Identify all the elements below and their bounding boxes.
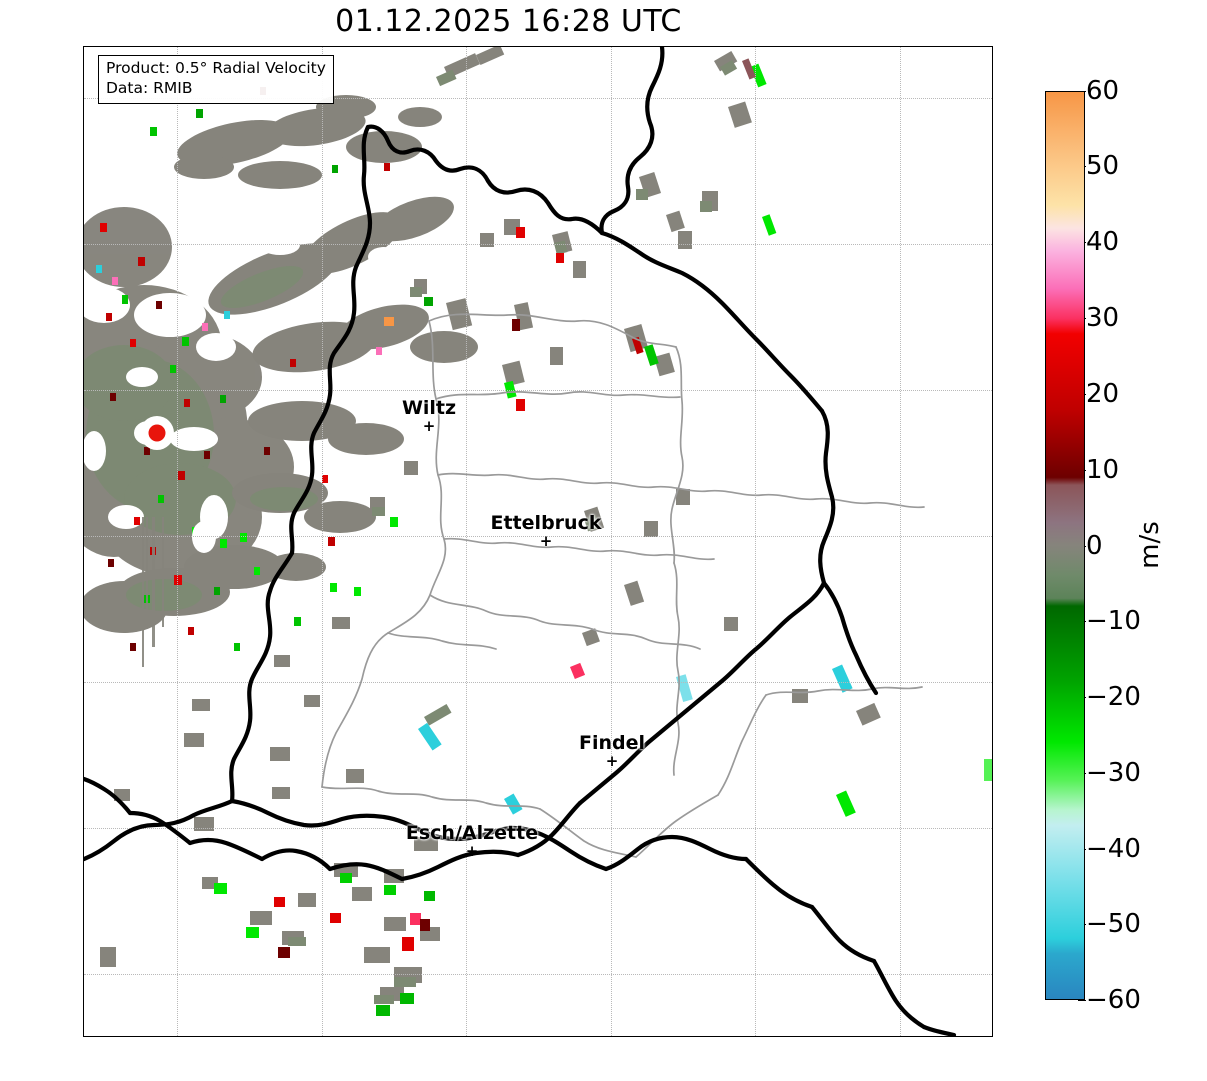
colorbar-tick-label: −50 [1078,909,1141,939]
product-line: Product: 0.5° Radial Velocity [106,59,326,77]
map-border-layer [84,47,957,1036]
map-canvas: Wiltz + Ettelbruck + Findel + Esch/Alzet… [84,47,992,1036]
colorbar-tick-label: 50 [1078,151,1119,181]
gridline-vertical [177,47,178,1036]
gridline-vertical [466,47,467,1036]
city-label-findel: Findel + [578,732,646,770]
gridline-horizontal [84,244,992,245]
city-name: Wiltz [401,397,457,419]
gridline-horizontal [84,98,992,99]
x-tick-mark [900,1036,901,1037]
x-tick-mark [611,1036,612,1037]
x-tick-mark [322,1036,323,1037]
city-marker: + [422,417,436,435]
gridline-vertical [900,47,901,1036]
y-tick-mark [83,682,84,683]
city-label-esch-alzette: Esch/Alzette + [405,822,539,860]
gridline-vertical [755,47,756,1036]
colorbar-tick-label: 40 [1078,227,1119,257]
x-tick-mark [755,1036,756,1037]
colorbar-tick-label: −10 [1078,606,1141,636]
y-tick-mark [83,974,84,975]
colorbar-tick-label: 20 [1078,379,1119,409]
colorbar-tick-label: −40 [1078,834,1141,864]
colorbar-unit-label: m/s [1135,521,1165,569]
city-name: Findel [578,732,646,754]
x-tick-mark [466,1036,467,1037]
colorbar-tick-label: 30 [1078,303,1119,333]
y-tick-mark [83,244,84,245]
colorbar-tick-label: 10 [1078,455,1119,485]
y-tick-mark [83,828,84,829]
city-name: Ettelbruck [490,512,602,534]
page-title: 01.12.2025 16:28 UTC [335,4,682,39]
data-source-line: Data: RMIB [106,78,193,97]
y-tick-mark [83,536,84,537]
city-marker: + [465,842,479,860]
city-marker: + [605,752,619,770]
gridline-horizontal [84,536,992,537]
colorbar-tick-label: −60 [1078,985,1141,1015]
colorbar-gradient [1046,92,1084,999]
colorbar[interactable] [1045,91,1085,1000]
colorbar-tick-label: 0 [1078,531,1103,561]
product-info-box: Product: 0.5° Radial Velocity Data: RMIB [98,55,334,104]
city-name: Esch/Alzette [405,822,539,844]
city-label-wiltz: Wiltz + [401,397,457,435]
gridline-horizontal [84,682,992,683]
colorbar-tick-label: −20 [1078,682,1141,712]
radar-map-plot[interactable]: Wiltz + Ettelbruck + Findel + Esch/Alzet… [83,46,993,1037]
city-marker: + [539,532,553,550]
y-tick-mark [83,390,84,391]
radar-station-marker [148,424,166,442]
city-label-ettelbruck: Ettelbruck + [490,512,602,550]
gridline-vertical [322,47,323,1036]
gridline-vertical [611,47,612,1036]
gridline-horizontal [84,828,992,829]
y-tick-mark [83,98,84,99]
x-tick-mark [177,1036,178,1037]
gridline-horizontal [84,974,992,975]
colorbar-tick-label: 60 [1078,76,1119,106]
colorbar-tick-mark [1078,1000,1086,1001]
gridline-horizontal [84,390,992,391]
colorbar-tick-label: −30 [1078,758,1141,788]
radar-echo-layer [84,47,992,1016]
